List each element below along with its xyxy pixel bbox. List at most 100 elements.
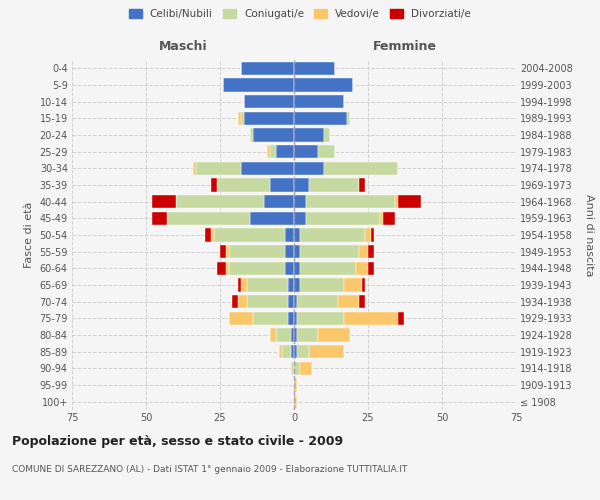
Legend: Celibi/Nubili, Coniugati/e, Vedovi/e, Divorziati/e: Celibi/Nubili, Coniugati/e, Vedovi/e, Di…: [125, 5, 475, 24]
Text: COMUNE DI SAREZZANO (AL) - Dati ISTAT 1° gennaio 2009 - Elaborazione TUTTITALIA.: COMUNE DI SAREZZANO (AL) - Dati ISTAT 1°…: [12, 465, 407, 474]
Bar: [297, 312, 344, 325]
Bar: [223, 78, 294, 92]
Bar: [300, 245, 359, 258]
Bar: [282, 345, 291, 358]
Bar: [294, 312, 297, 325]
Bar: [359, 245, 368, 258]
Bar: [309, 345, 344, 358]
Bar: [276, 328, 291, 342]
Bar: [317, 328, 350, 342]
Bar: [241, 112, 244, 125]
Bar: [241, 62, 294, 75]
Bar: [288, 278, 294, 291]
Bar: [238, 112, 241, 125]
Bar: [271, 145, 276, 158]
Bar: [294, 295, 297, 308]
Bar: [271, 328, 276, 342]
Bar: [297, 295, 338, 308]
Text: Maschi: Maschi: [158, 40, 208, 53]
Bar: [279, 345, 282, 358]
Bar: [300, 278, 344, 291]
Bar: [323, 128, 329, 141]
Bar: [229, 262, 285, 275]
Bar: [238, 295, 247, 308]
Bar: [193, 162, 196, 175]
Bar: [244, 112, 294, 125]
Bar: [291, 328, 294, 342]
Bar: [268, 145, 271, 158]
Bar: [288, 295, 294, 308]
Bar: [344, 278, 362, 291]
Bar: [226, 245, 229, 258]
Bar: [211, 178, 217, 192]
Bar: [294, 195, 306, 208]
Y-axis label: Fasce di età: Fasce di età: [24, 202, 34, 268]
Bar: [250, 128, 253, 141]
Bar: [214, 228, 285, 241]
Bar: [294, 262, 300, 275]
Bar: [217, 262, 226, 275]
Bar: [362, 278, 365, 291]
Bar: [244, 95, 294, 108]
Bar: [276, 145, 294, 158]
Bar: [356, 262, 368, 275]
Bar: [217, 178, 271, 192]
Bar: [288, 312, 294, 325]
Bar: [241, 278, 247, 291]
Bar: [294, 112, 347, 125]
Bar: [250, 212, 294, 225]
Bar: [398, 312, 404, 325]
Bar: [398, 195, 421, 208]
Bar: [176, 195, 265, 208]
Bar: [241, 162, 294, 175]
Bar: [294, 128, 323, 141]
Bar: [368, 262, 374, 275]
Bar: [294, 328, 297, 342]
Bar: [297, 345, 309, 358]
Bar: [229, 312, 253, 325]
Bar: [285, 245, 294, 258]
Bar: [196, 162, 241, 175]
Bar: [359, 295, 365, 308]
Bar: [338, 295, 359, 308]
Bar: [294, 162, 323, 175]
Bar: [300, 262, 356, 275]
Bar: [306, 195, 395, 208]
Bar: [294, 145, 317, 158]
Bar: [294, 362, 300, 375]
Bar: [238, 278, 241, 291]
Bar: [294, 178, 309, 192]
Bar: [294, 95, 344, 108]
Text: Femmine: Femmine: [373, 40, 437, 53]
Bar: [285, 262, 294, 275]
Bar: [294, 345, 297, 358]
Bar: [232, 295, 238, 308]
Bar: [291, 362, 294, 375]
Bar: [365, 228, 371, 241]
Bar: [300, 362, 312, 375]
Bar: [247, 278, 288, 291]
Bar: [294, 395, 297, 408]
Bar: [294, 62, 335, 75]
Bar: [167, 212, 250, 225]
Bar: [383, 212, 395, 225]
Bar: [294, 228, 300, 241]
Bar: [271, 178, 294, 192]
Bar: [368, 245, 374, 258]
Bar: [285, 228, 294, 241]
Bar: [323, 162, 398, 175]
Bar: [294, 245, 300, 258]
Bar: [359, 178, 365, 192]
Bar: [294, 78, 353, 92]
Bar: [306, 212, 380, 225]
Bar: [205, 228, 211, 241]
Bar: [152, 212, 167, 225]
Bar: [229, 245, 285, 258]
Bar: [211, 228, 214, 241]
Bar: [344, 312, 398, 325]
Bar: [300, 228, 365, 241]
Bar: [247, 295, 288, 308]
Bar: [294, 212, 306, 225]
Bar: [265, 195, 294, 208]
Bar: [253, 128, 294, 141]
